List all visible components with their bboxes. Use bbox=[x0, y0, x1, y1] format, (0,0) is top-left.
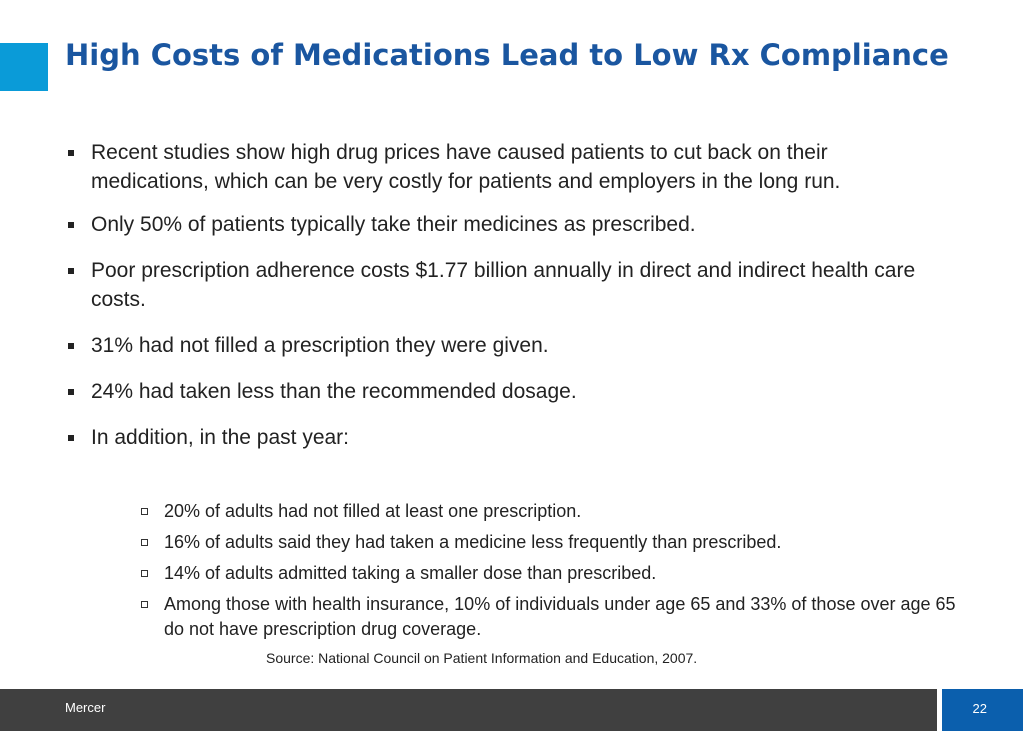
bullet-text: In addition, in the past year: bbox=[91, 426, 349, 449]
sub-bullet-text: Among those with health insurance, 10% o… bbox=[164, 594, 956, 639]
page-number-box: 22 bbox=[942, 689, 1023, 731]
hollow-square-bullet-icon bbox=[141, 539, 148, 546]
bullet-text: Recent studies show high drug prices hav… bbox=[91, 141, 841, 193]
bullet-text: Poor prescription adherence costs $1.77 … bbox=[91, 259, 916, 311]
sub-bullet-item: 14% of adults admitted taking a smaller … bbox=[138, 561, 958, 586]
bullet-item: Recent studies show high drug prices hav… bbox=[62, 138, 942, 196]
sub-bullet-list: 20% of adults had not filled at least on… bbox=[138, 499, 958, 648]
bullet-item: Poor prescription adherence costs $1.77 … bbox=[62, 256, 942, 314]
square-bullet-icon bbox=[68, 343, 74, 349]
sub-bullet-item: 20% of adults had not filled at least on… bbox=[138, 499, 958, 524]
square-bullet-icon bbox=[68, 389, 74, 395]
square-bullet-icon bbox=[68, 435, 74, 441]
page-number: 22 bbox=[972, 701, 987, 716]
hollow-square-bullet-icon bbox=[141, 601, 148, 608]
sub-bullet-item: Among those with health insurance, 10% o… bbox=[138, 592, 958, 642]
square-bullet-icon bbox=[68, 222, 74, 228]
bullet-item: In addition, in the past year: bbox=[62, 423, 942, 452]
sub-bullet-text: 14% of adults admitted taking a smaller … bbox=[164, 563, 657, 583]
square-bullet-icon bbox=[68, 268, 74, 274]
sub-bullet-item: 16% of adults said they had taken a medi… bbox=[138, 530, 958, 555]
hollow-square-bullet-icon bbox=[141, 508, 148, 515]
bullet-item: 31% had not filled a prescription they w… bbox=[62, 331, 942, 360]
slide-title: High Costs of Medications Lead to Low Rx… bbox=[65, 38, 949, 72]
bullet-text: 31% had not filled a prescription they w… bbox=[91, 334, 549, 357]
source-note: Source: National Council on Patient Info… bbox=[266, 650, 698, 666]
bullet-list: Recent studies show high drug prices hav… bbox=[62, 138, 942, 452]
bullet-text: Only 50% of patients typically take thei… bbox=[91, 213, 696, 236]
footer-bar: Mercer bbox=[0, 689, 937, 731]
square-bullet-icon bbox=[68, 150, 74, 156]
sub-bullet-text: 16% of adults said they had taken a medi… bbox=[164, 532, 782, 552]
accent-square bbox=[0, 43, 48, 91]
bullet-item: Only 50% of patients typically take thei… bbox=[62, 210, 942, 239]
bullet-item: 24% had taken less than the recommended … bbox=[62, 377, 942, 406]
bullet-text: 24% had taken less than the recommended … bbox=[91, 380, 577, 403]
footer-brand: Mercer bbox=[65, 700, 106, 715]
sub-bullet-text: 20% of adults had not filled at least on… bbox=[164, 501, 582, 521]
hollow-square-bullet-icon bbox=[141, 570, 148, 577]
